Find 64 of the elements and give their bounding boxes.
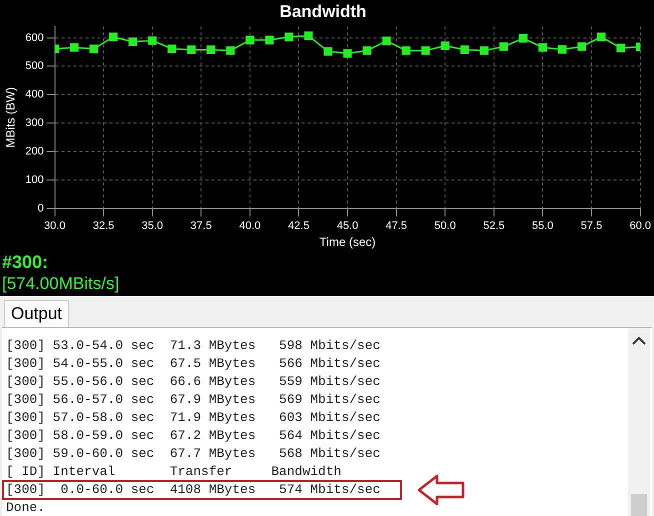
- point: [538, 43, 547, 52]
- point: [226, 46, 235, 55]
- x-tick-label: 50.0: [434, 220, 456, 232]
- point: [480, 46, 488, 55]
- chart-title: Bandwidth: [280, 2, 366, 21]
- x-tick-label: 40.0: [239, 220, 261, 232]
- x-tick-label: 45.0: [336, 220, 358, 232]
- x-tick-label: 57.5: [580, 220, 602, 232]
- point: [90, 44, 98, 54]
- point: [499, 42, 508, 51]
- point: [382, 36, 391, 46]
- text: [ ID] Interval Transfer Bandwidth: [6, 463, 342, 481]
- x-tick-label: 60.0: [630, 220, 652, 232]
- y-tick-label: 500: [25, 60, 44, 72]
- point: [70, 43, 79, 52]
- y-tick-label: 400: [25, 88, 44, 101]
- point: [109, 32, 118, 42]
- point: [206, 45, 216, 54]
- text: [300] 53.0-54.0 sec 71.3 MBytes 598 Mbits/sec: [6, 337, 380, 355]
- point: [616, 44, 626, 52]
- text: [300] 57.0-58.0 sec 71.9 MBytes 603 Mbits/sec: [6, 409, 380, 427]
- x-tick-label: 37.5: [190, 220, 212, 232]
- point: [577, 42, 586, 51]
- point: [265, 36, 274, 44]
- text: [300] 56.0-57.0 sec 67.9 MBytes 569 Mbits/sec: [6, 391, 380, 409]
- text: #300:: [2, 252, 50, 273]
- point: [460, 45, 469, 54]
- y-tick-label: 600: [25, 32, 44, 44]
- y-tick-label: 200: [25, 146, 44, 158]
- point: [246, 36, 254, 44]
- text: Done.: [6, 499, 46, 516]
- text: [300] 58.0-59.0 sec 67.2 MBytes 564 Mbits/sec: [6, 427, 380, 445]
- x-tick-label: 42.5: [288, 220, 310, 232]
- x-tick-label: 30.0: [44, 220, 66, 232]
- point: [304, 32, 313, 40]
- point: [187, 45, 196, 54]
- x-axis-title: Time (sec): [319, 235, 376, 250]
- y-tick-label: 300: [25, 117, 44, 130]
- x-tick-label: 47.5: [386, 220, 408, 232]
- y-tick-label: 0: [38, 202, 44, 214]
- y-tick-label: 100: [25, 174, 44, 186]
- x-tick-label: 52.5: [483, 220, 505, 232]
- point: [148, 36, 157, 45]
- text: [300] 54.0-55.0 sec 67.5 MBytes 566 Mbits/sec: [6, 355, 380, 373]
- point: [518, 34, 528, 43]
- x-tick-label: 35.0: [142, 220, 164, 232]
- text: [300] 55.0-56.0 sec 66.6 MBytes 559 Mbits/sec: [6, 373, 380, 391]
- point: [440, 41, 450, 50]
- point: [168, 44, 176, 54]
- text: [574.00MBits/s]: [2, 273, 120, 294]
- point: [596, 32, 606, 42]
- point: [284, 32, 294, 42]
- point: [362, 46, 372, 55]
- point: [421, 46, 430, 55]
- text: [300] 0.0-60.0 sec 4108 MBytes 574 Mbits/sec: [6, 481, 380, 499]
- x-tick-label: 32.5: [92, 220, 114, 232]
- point: [324, 47, 332, 56]
- point: [128, 37, 138, 46]
- point: [558, 45, 567, 54]
- point: [402, 46, 410, 55]
- x-tick-label: 55.0: [532, 220, 554, 232]
- y-axis-title: MBits (BW): [4, 87, 18, 148]
- point: [343, 49, 352, 58]
- text: [300] 59.0-60.0 sec 67.7 MBytes 568 Mbits/sec: [6, 445, 380, 463]
